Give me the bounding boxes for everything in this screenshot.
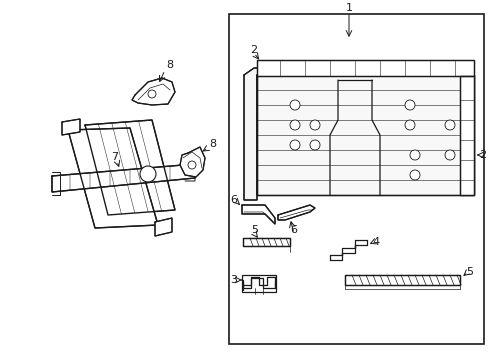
Text: 2: 2 xyxy=(250,45,257,55)
Polygon shape xyxy=(242,205,274,224)
Circle shape xyxy=(409,150,419,160)
Circle shape xyxy=(444,120,454,130)
Text: 7: 7 xyxy=(111,152,118,162)
Circle shape xyxy=(309,140,319,150)
Circle shape xyxy=(409,170,419,180)
Circle shape xyxy=(289,120,299,130)
Text: 6: 6 xyxy=(230,195,237,205)
Polygon shape xyxy=(242,275,275,292)
Text: 5: 5 xyxy=(466,267,472,277)
Circle shape xyxy=(404,120,414,130)
Polygon shape xyxy=(155,218,172,236)
Polygon shape xyxy=(68,128,158,228)
Polygon shape xyxy=(278,205,314,220)
Bar xyxy=(228,14,483,344)
Polygon shape xyxy=(132,78,175,105)
Text: 4: 4 xyxy=(372,237,379,247)
Text: 8: 8 xyxy=(166,60,173,70)
Circle shape xyxy=(148,90,156,98)
Circle shape xyxy=(444,150,454,160)
Polygon shape xyxy=(257,75,473,195)
Polygon shape xyxy=(243,238,289,246)
Polygon shape xyxy=(62,119,80,135)
Circle shape xyxy=(140,166,156,182)
Polygon shape xyxy=(345,275,459,285)
Circle shape xyxy=(309,120,319,130)
Polygon shape xyxy=(244,68,279,200)
Circle shape xyxy=(289,140,299,150)
Text: 3: 3 xyxy=(230,275,237,285)
Text: 1: 1 xyxy=(345,3,352,13)
Polygon shape xyxy=(85,120,175,215)
Text: 6: 6 xyxy=(290,225,297,235)
Polygon shape xyxy=(52,164,195,192)
Polygon shape xyxy=(180,147,204,177)
Polygon shape xyxy=(459,76,473,195)
Circle shape xyxy=(404,100,414,110)
Text: 2: 2 xyxy=(478,150,486,160)
Polygon shape xyxy=(257,60,473,76)
Text: 8: 8 xyxy=(209,139,216,149)
Text: 5: 5 xyxy=(251,225,258,235)
Circle shape xyxy=(187,161,196,169)
Circle shape xyxy=(289,100,299,110)
